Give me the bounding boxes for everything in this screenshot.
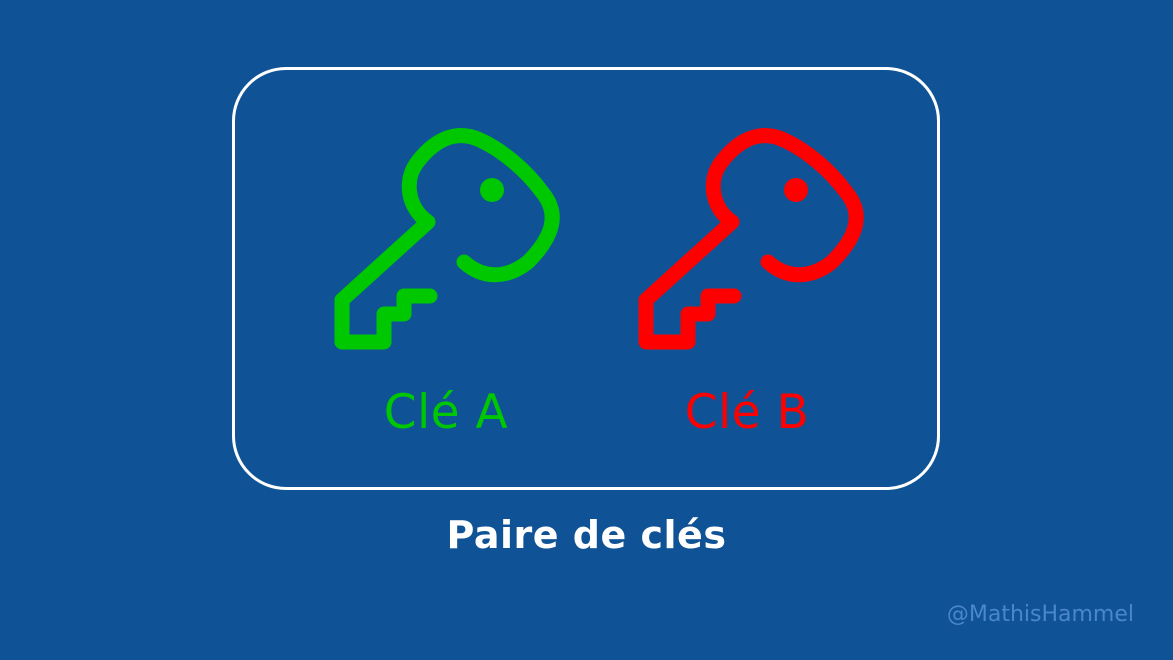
key-b-hole <box>784 178 808 202</box>
key-b-label: Clé B <box>684 385 810 440</box>
key-pair-frame <box>232 67 940 490</box>
author-watermark: @MathisHammel <box>946 602 1134 627</box>
key-a-hole <box>480 178 504 202</box>
key-a-label: Clé A <box>383 385 509 440</box>
diagram-caption: Paire de clés <box>446 513 727 557</box>
key-a-icon <box>322 120 562 360</box>
key-b-outline <box>638 128 864 350</box>
key-b-icon <box>626 120 866 360</box>
key-a-outline <box>334 128 560 350</box>
